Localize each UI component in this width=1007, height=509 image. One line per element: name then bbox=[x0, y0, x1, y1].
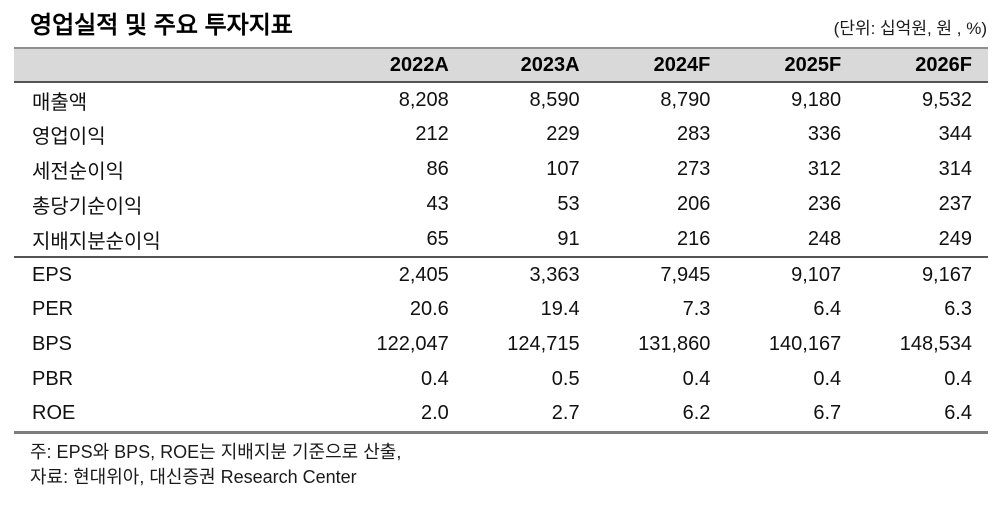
cell-value: 2.7 bbox=[464, 397, 596, 434]
cell-value: 212 bbox=[415, 123, 449, 145]
unit-note: (단위: 십억원, 원 , %) bbox=[833, 19, 987, 38]
table-header-row: 2022A 2023A 2024F 2025F 2026F bbox=[14, 47, 988, 83]
table-row: BPS 122,047 124,715 131,860 140,167 148,534 bbox=[14, 327, 988, 362]
footnotes: 주: EPS와 BPS, ROE는 지배지분 기준으로 산출, 자료: 현대위아… bbox=[30, 440, 1007, 490]
cell-value: 20.6 bbox=[409, 298, 449, 320]
cell-value: 131,860 bbox=[638, 333, 711, 355]
column-header-year: 2026F bbox=[857, 47, 988, 83]
column-header-year: 2025F bbox=[726, 47, 858, 83]
table-row: 지배지분순이익 65 91 216 248 249 bbox=[14, 222, 988, 258]
cell-value: 86 bbox=[426, 158, 449, 180]
cell-value: 216 bbox=[595, 222, 727, 258]
cell-value: 91 bbox=[464, 222, 596, 258]
row-label: ROE bbox=[14, 397, 334, 434]
cell-value: 0.4 bbox=[813, 368, 842, 390]
cell-value: 7,945 bbox=[660, 263, 711, 286]
cell-value: 9,532 bbox=[921, 88, 972, 111]
cell-value: 0.4 bbox=[944, 368, 972, 390]
cell-value: 9,107 bbox=[791, 263, 842, 286]
row-label: PBR bbox=[32, 368, 74, 390]
footnote-source: 자료: 현대위아, 대신증권 Research Center bbox=[30, 466, 357, 487]
cell-value: 283 bbox=[677, 123, 711, 145]
row-label: 세전순이익 bbox=[32, 161, 124, 183]
table-head: 2022A 2023A 2024F 2025F 2026F bbox=[14, 47, 988, 83]
page-title: 영업실적 및 주요 투자지표 bbox=[30, 12, 293, 39]
cell-value: 6.4 bbox=[857, 397, 988, 434]
cell-value: 53 bbox=[557, 193, 580, 215]
table-body: 매출액 8,208 8,590 8,790 9,180 9,532 영업이익 212 229 28… bbox=[14, 82, 988, 434]
table-row: 영업이익 212 229 283 336 344 bbox=[14, 117, 988, 152]
cell-value: 8,208 bbox=[398, 88, 449, 111]
cell-value: 8,590 bbox=[529, 88, 580, 111]
cell-value: 6.2 bbox=[595, 397, 727, 434]
cell-value: 206 bbox=[677, 193, 711, 215]
row-label: 총당기순이익 bbox=[32, 196, 143, 218]
row-label: 매출액 bbox=[32, 91, 88, 114]
cell-value: 148,534 bbox=[899, 333, 972, 355]
cell-value: 9,167 bbox=[921, 263, 972, 286]
column-header-year: 2022A bbox=[334, 47, 465, 83]
financials-table: 2022A 2023A 2024F 2025F 2026F 매출액 8,208 8,590 8… bbox=[14, 47, 988, 434]
cell-value: 8,790 bbox=[660, 88, 711, 111]
cell-value: 7.3 bbox=[682, 298, 711, 320]
row-label: EPS bbox=[32, 263, 73, 286]
cell-value: 229 bbox=[546, 123, 580, 145]
cell-value: 336 bbox=[807, 123, 842, 145]
cell-value: 0.4 bbox=[682, 368, 711, 390]
cell-value: 107 bbox=[546, 158, 580, 180]
table-row: 세전순이익 86 107 273 312 314 bbox=[14, 152, 988, 187]
cell-value: 19.4 bbox=[540, 298, 580, 320]
table-header-bar: 영업실적 및 주요 투자지표 (단위: 십억원, 원 , %) bbox=[0, 0, 1007, 40]
row-label: 영업이익 bbox=[32, 126, 106, 148]
table-row: 매출액 8,208 8,590 8,790 9,180 9,532 bbox=[14, 82, 988, 117]
cell-value: 344 bbox=[938, 123, 972, 145]
cell-value: 122,047 bbox=[376, 333, 449, 355]
cell-value: 2.0 bbox=[334, 397, 465, 434]
cell-value: 237 bbox=[938, 193, 972, 215]
cell-value: 3,363 bbox=[529, 263, 580, 286]
row-label: BPS bbox=[32, 333, 73, 355]
cell-value: 9,180 bbox=[791, 88, 842, 111]
column-header-year: 2023A bbox=[464, 47, 596, 83]
table-row: PBR 0.4 0.5 0.4 0.4 0.4 bbox=[14, 362, 988, 397]
cell-value: 312 bbox=[807, 158, 842, 180]
row-label: PER bbox=[32, 298, 74, 320]
cell-value: 6.7 bbox=[726, 397, 858, 434]
cell-value: 65 bbox=[334, 222, 465, 258]
table-row: PER 20.6 19.4 7.3 6.4 6.3 bbox=[14, 292, 988, 327]
column-header-empty bbox=[14, 47, 334, 83]
cell-value: 43 bbox=[426, 193, 449, 215]
cell-value: 236 bbox=[807, 193, 842, 215]
cell-value: 2,405 bbox=[398, 263, 449, 286]
cell-value: 124,715 bbox=[507, 333, 580, 355]
cell-value: 6.4 bbox=[813, 298, 842, 320]
cell-value: 140,167 bbox=[768, 333, 842, 355]
table-row: 총당기순이익 43 53 206 236 237 bbox=[14, 187, 988, 222]
table-row: EPS 2,405 3,363 7,945 9,107 9,167 bbox=[14, 257, 988, 292]
column-header-year: 2024F bbox=[595, 47, 727, 83]
cell-value: 249 bbox=[857, 222, 988, 258]
cell-value: 0.4 bbox=[420, 368, 449, 390]
cell-value: 6.3 bbox=[944, 298, 972, 320]
table-row: ROE 2.0 2.7 6.2 6.7 6.4 bbox=[14, 397, 988, 434]
cell-value: 248 bbox=[726, 222, 858, 258]
cell-value: 0.5 bbox=[551, 368, 580, 390]
row-label: 지배지분순이익 bbox=[14, 222, 334, 258]
footnote-calculation: 주: EPS와 BPS, ROE는 지배지분 기준으로 산출, bbox=[30, 441, 402, 462]
cell-value: 314 bbox=[938, 158, 972, 180]
cell-value: 273 bbox=[677, 158, 711, 180]
